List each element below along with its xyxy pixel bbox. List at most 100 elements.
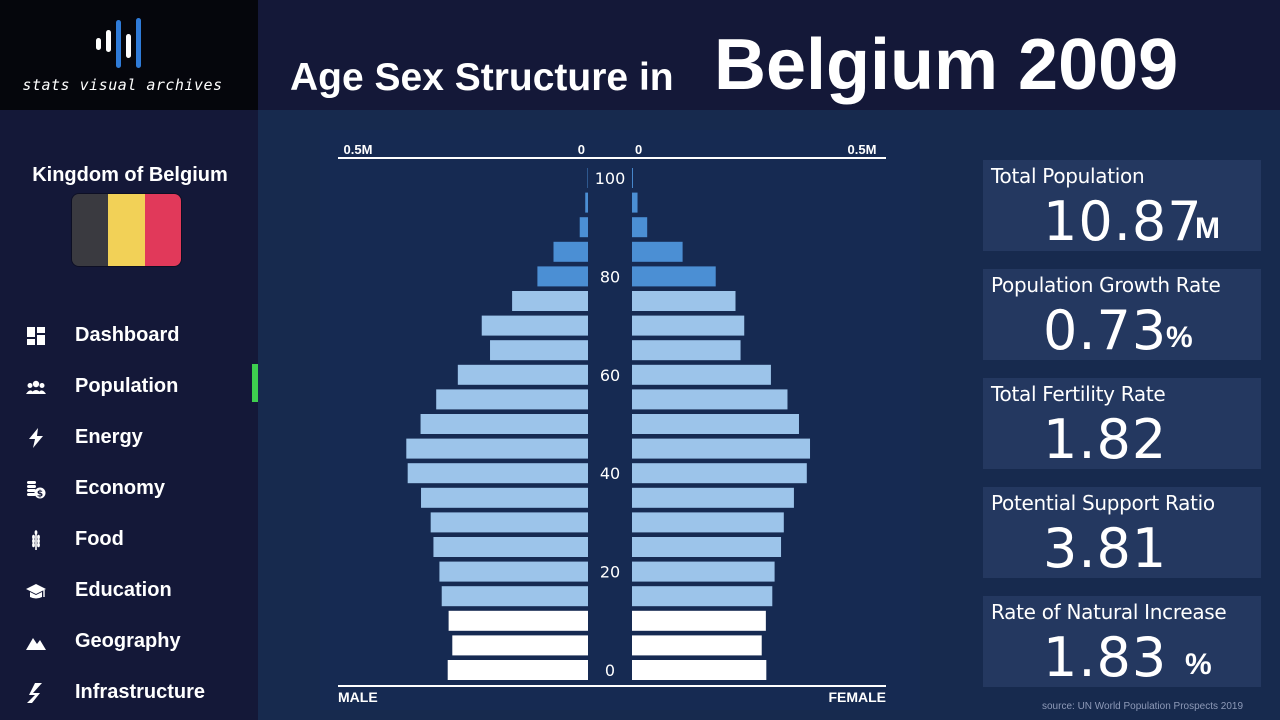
- nav-item-economy[interactable]: $ Economy: [0, 469, 258, 509]
- male-bar-55-59: [436, 389, 588, 410]
- age-tick-label: 0: [605, 661, 615, 680]
- female-bar-75-79: [632, 291, 736, 311]
- male-bar-95-99: [585, 192, 588, 213]
- female-axis-label: FEMALE: [828, 689, 886, 705]
- stat-label: Total Fertility Rate: [991, 382, 1166, 406]
- header: Age Sex Structure in Belgium 2009: [258, 0, 1280, 110]
- stat-label: Population Growth Rate: [991, 273, 1221, 297]
- male-bar-10-14: [448, 610, 588, 631]
- stat-value: 3.81: [1043, 517, 1168, 580]
- nav-item-infrastructure[interactable]: Infrastructure: [0, 673, 258, 713]
- male-axis-label: MALE: [338, 689, 378, 705]
- pyramid-bars: [406, 168, 811, 680]
- sidebar: stats visual archives Kingdom of Belgium…: [0, 0, 258, 720]
- bar-chart-logo-icon: [96, 18, 141, 68]
- nav-label: Food: [75, 528, 124, 550]
- lightning-icon: [29, 428, 43, 448]
- x-tick-label: 0: [635, 142, 642, 157]
- nav-item-geography[interactable]: Geography: [0, 622, 258, 662]
- male-bar-65-69: [490, 340, 588, 361]
- nav-label: Education: [75, 579, 172, 601]
- stat-value: 10.87: [1043, 190, 1203, 253]
- female-bar-95-99: [632, 192, 638, 213]
- stat-unit: %: [1166, 321, 1193, 354]
- stat-card-support-ratio: Potential Support Ratio 3.81: [983, 487, 1261, 580]
- stat-label: Potential Support Ratio: [991, 491, 1215, 515]
- female-bar-5-9: [632, 635, 762, 656]
- stat-value: 1.82: [1043, 408, 1168, 471]
- nav-item-energy[interactable]: Energy: [0, 418, 258, 458]
- page-title-prefix: Age Sex Structure in: [290, 56, 674, 99]
- road-icon: [27, 683, 42, 703]
- stat-card-fertility-rate: Total Fertility Rate 1.82: [983, 378, 1261, 471]
- female-bar-40-44: [632, 463, 807, 484]
- age-tick-label: 80: [600, 267, 620, 286]
- belgium-flag: [72, 194, 181, 266]
- female-bar-20-24: [632, 561, 775, 582]
- nav-label: Energy: [75, 426, 143, 448]
- nav-label: Infrastructure: [75, 681, 206, 703]
- female-bar-10-14: [632, 610, 766, 631]
- nav-label: Dashboard: [75, 324, 180, 346]
- source-note: source: UN World Population Prospects 20…: [1042, 701, 1244, 712]
- flag-stripe-red: [144, 194, 181, 266]
- chart-background: [320, 130, 920, 710]
- age-tick-label: 40: [600, 464, 620, 483]
- stat-label: Total Population: [991, 164, 1145, 188]
- nav-label: Economy: [75, 477, 166, 499]
- stat-unit: %: [1185, 648, 1212, 681]
- svg-text:$: $: [37, 490, 43, 500]
- male-bar-50-54: [420, 414, 588, 434]
- population-pyramid-chart: 0 20 40 60 80 100 0.5M 0 0 0.5M MALE FEMALE: [320, 130, 920, 710]
- male-bar-0-4: [447, 660, 588, 680]
- nav-item-education[interactable]: Education: [0, 571, 258, 611]
- female-bar-45-49: [632, 438, 811, 459]
- flag-stripe-yellow: [108, 194, 145, 266]
- nav-label: Population: [75, 375, 179, 397]
- male-bar-25-29: [433, 537, 588, 557]
- male-bar-5-9: [452, 635, 588, 656]
- female-bar-70-74: [632, 315, 745, 336]
- male-bar-80-84: [537, 266, 588, 287]
- age-tick-label: 20: [600, 563, 620, 582]
- wheat-icon: [32, 530, 40, 550]
- mountain-icon: [26, 638, 46, 650]
- male-bar-90-94: [579, 217, 588, 238]
- axis-ticks: 0 20 40 60 80 100 0.5M 0 0 0.5M: [344, 142, 877, 680]
- x-tick-label: 0: [578, 142, 585, 157]
- male-bar-20-24: [439, 561, 588, 582]
- male-bar-75-79: [512, 291, 588, 311]
- nav-item-population[interactable]: Population: [0, 367, 258, 407]
- female-bar-30-34: [632, 512, 784, 533]
- female-bar-15-19: [632, 586, 773, 607]
- brand-logo[interactable]: stats visual archives: [0, 0, 258, 110]
- male-bar-40-44: [407, 463, 588, 484]
- male-bar-45-49: [406, 438, 588, 459]
- stat-card-total-population: Total Population 10.87 M: [983, 160, 1261, 253]
- female-bar-90-94: [632, 217, 648, 238]
- female-bar-25-29: [632, 537, 782, 557]
- male-bar-70-74: [481, 315, 588, 336]
- stat-card-growth-rate: Population Growth Rate 0.73 %: [983, 269, 1261, 362]
- female-bar-100+: [632, 168, 633, 188]
- x-tick-label: 0.5M: [848, 142, 877, 157]
- dashboard-icon: [27, 327, 45, 345]
- graduation-cap-icon: [26, 584, 46, 599]
- stat-value: 1.83: [1043, 626, 1168, 689]
- female-bar-50-54: [632, 414, 799, 434]
- nav-active-indicator: [252, 364, 258, 402]
- nav-item-dashboard[interactable]: Dashboard: [0, 316, 258, 356]
- nav-label: Geography: [75, 630, 181, 652]
- coins-icon: $: [27, 481, 46, 500]
- male-bar-60-64: [457, 364, 588, 385]
- female-bar-60-64: [632, 364, 771, 385]
- age-tick-label: 100: [595, 169, 626, 188]
- stat-card-natural-increase: Rate of Natural Increase 1.83 %: [983, 596, 1261, 689]
- country-name: Kingdom of Belgium: [32, 164, 228, 186]
- stat-label: Rate of Natural Increase: [991, 600, 1227, 624]
- x-tick-label: 0.5M: [344, 142, 373, 157]
- brand-name: stats visual archives: [22, 76, 223, 94]
- people-icon: [26, 380, 46, 394]
- male-bar-30-34: [430, 512, 588, 533]
- nav-item-food[interactable]: Food: [0, 520, 258, 560]
